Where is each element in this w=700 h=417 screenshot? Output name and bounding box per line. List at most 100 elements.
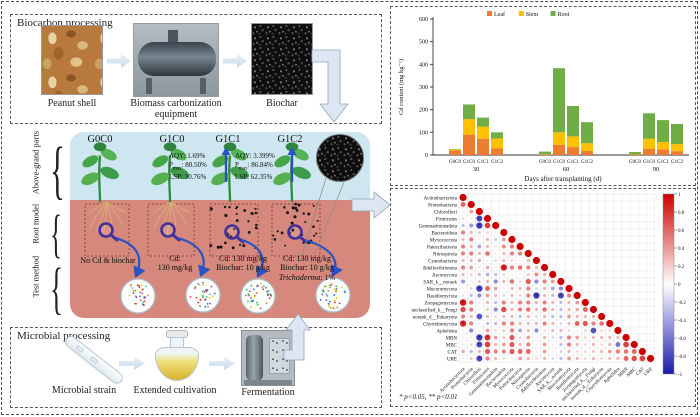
corr-bubble [631, 355, 637, 362]
svg-text:100: 100 [419, 130, 428, 136]
svg-text:Nitrospirota: Nitrospirota [433, 252, 458, 257]
svg-text:Actinobacteriota: Actinobacteriota [424, 196, 458, 201]
legend: Leaf Stem Root [487, 11, 570, 18]
extended-cultivation-caption: Extended cultivation [133, 385, 217, 396]
corr-bubble [469, 265, 474, 270]
corr-bubble [493, 286, 498, 291]
corr-bubble [477, 293, 482, 298]
svg-text:G0C0: G0C0 [539, 160, 551, 165]
process-arrow-icon [107, 53, 131, 69]
corr-bubble [518, 336, 522, 339]
corr-bubble [510, 286, 514, 291]
corr-bubble [461, 294, 465, 297]
corr-bubble [607, 349, 612, 354]
row-label-above-ground: Above-grand parts [30, 130, 41, 195]
corr-bubble [518, 342, 522, 347]
corr-bubble [469, 349, 473, 354]
treatment-text-g1c2: Cd: 130 mg/kg Biochar: 10 g/kg Trichoderm… [278, 254, 336, 282]
corr-bubble [551, 350, 554, 353]
corr-bubble [470, 280, 473, 283]
column-header-g1c2: G1C2 [277, 134, 303, 145]
corr-bubble [494, 329, 497, 332]
petri-dish [120, 278, 156, 314]
svg-text:Aphelidea: Aphelidea [436, 329, 457, 334]
corr-bubble [484, 348, 491, 355]
bar-segment [449, 149, 461, 151]
corr-bubble [518, 328, 522, 333]
corr-bubble [484, 341, 491, 348]
bar-segment [657, 142, 669, 150]
corr-bubble [461, 237, 465, 242]
corr-bubble [502, 279, 506, 284]
corr-bubble [518, 321, 522, 326]
bar-segment [491, 148, 503, 155]
bar-segment [567, 136, 579, 148]
corr-bubble [501, 306, 507, 313]
corr-bubble [462, 336, 465, 339]
corr-bubble [526, 321, 530, 326]
aqy-value: AQY: 1.69% [169, 152, 206, 160]
corr-bubble [494, 315, 497, 318]
corr-bubble [494, 342, 498, 347]
corr-bubble [615, 342, 621, 347]
corr-bubble [526, 265, 531, 270]
corr-bubble [543, 329, 546, 332]
corr-bubble [542, 279, 547, 284]
bar-segment [581, 122, 593, 144]
corr-bubble [470, 336, 473, 339]
petri-dishes [120, 277, 351, 314]
corr-bubble [502, 273, 506, 276]
corr-bubble [575, 335, 580, 340]
corr-bubble [494, 321, 498, 326]
corr-bubble [494, 266, 497, 269]
corr-bubble [532, 256, 541, 265]
corr-bubble [459, 320, 467, 327]
root-model-brace: { [50, 204, 62, 263]
corr-bubble [508, 235, 516, 244]
corr-bubble [469, 307, 474, 312]
corr-bubble [509, 279, 515, 284]
corr-bubble [638, 347, 646, 356]
corr-bubble [469, 287, 473, 290]
svg-text:*: * [503, 265, 506, 270]
svg-text:600: 600 [419, 17, 428, 23]
bar-segment [657, 120, 669, 143]
aqy-value: AQY: 3.399% [235, 152, 275, 160]
corr-bubble [486, 259, 489, 262]
bar-segment [553, 68, 565, 133]
corr-bubble [542, 307, 547, 312]
corr-bubble [509, 265, 515, 270]
corr-bubble [551, 307, 555, 312]
svg-text:Myxococcota: Myxococcota [430, 238, 458, 243]
svg-text:Chytridiomycota: Chytridiomycota [423, 322, 458, 327]
corr-bubble [551, 293, 555, 298]
corr-bubble [600, 335, 604, 340]
petri-dish [240, 278, 276, 314]
corr-bubble [510, 307, 514, 312]
svg-text:400: 400 [419, 62, 428, 68]
corr-bubble [485, 272, 490, 277]
pmax-value: Pmax: 86.84% [235, 161, 273, 172]
svg-text:-0.6: -0.6 [678, 337, 686, 342]
corr-bubble [460, 230, 466, 235]
corr-bubble [509, 321, 515, 326]
corr-bubble [469, 209, 474, 214]
corr-bubble [551, 357, 555, 360]
corr-bubble [623, 356, 629, 361]
corr-bubble [600, 343, 603, 346]
corr-bubble [526, 300, 531, 305]
corr-bubble [573, 291, 581, 300]
corr-bubble [559, 314, 563, 319]
corr-bubble [534, 328, 539, 333]
svg-text:G1C1: G1C1 [657, 160, 669, 165]
corr-bubble [584, 336, 587, 339]
corr-bubble [582, 307, 588, 312]
column-header-g0c0: G0C0 [87, 134, 113, 145]
bar-segment [477, 138, 489, 155]
bar-segment [477, 117, 489, 127]
corr-bubble [543, 293, 547, 298]
svg-text:*: * [478, 286, 481, 291]
svg-text:Gemmatimonadota: Gemmatimonadota [419, 224, 458, 229]
